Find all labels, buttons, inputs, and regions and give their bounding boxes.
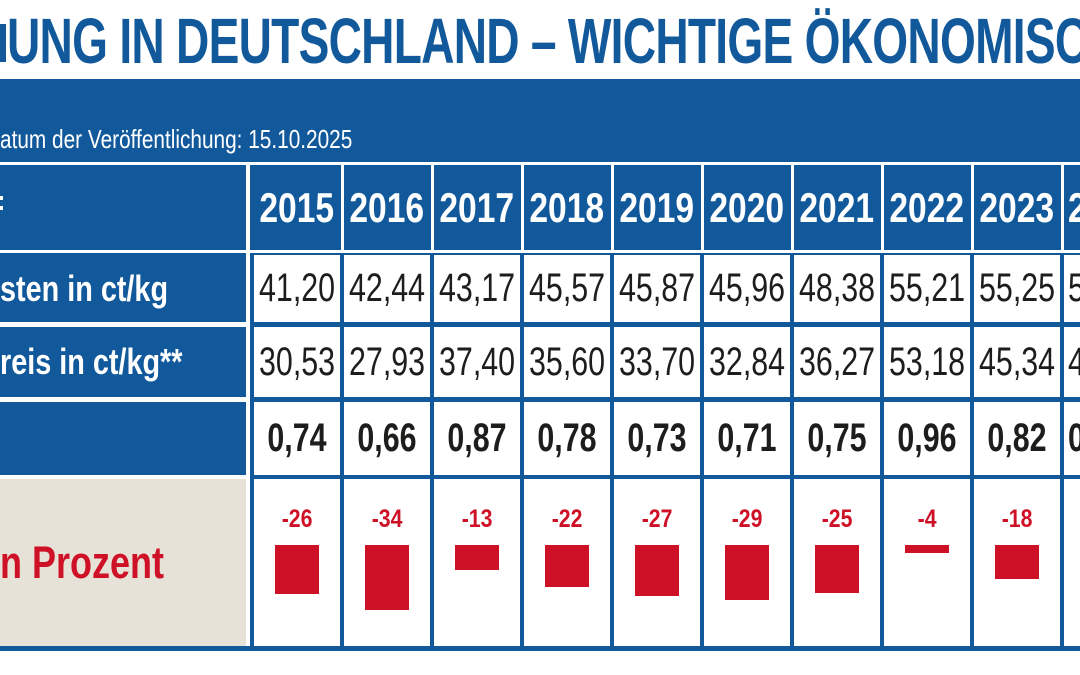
bar-2016 (365, 545, 409, 610)
cost-cell: 41,20 (254, 255, 340, 322)
bar-2015 (275, 545, 319, 594)
year-header-2017: 2017 (439, 183, 515, 231)
clipped-footnote-fragment (0, 196, 3, 200)
year-header-2019: 2019 (619, 183, 695, 231)
header-bottom-divider (0, 250, 1080, 253)
ratio-cell: 0,66 (344, 402, 430, 475)
page-title-text: UNG IN DEUTSCHLAND – WICHTIGE ÖKONOMISCH (7, 5, 1080, 77)
year-header-2020: 2020 (709, 183, 785, 231)
label-row-divider (0, 322, 246, 327)
bar-value-label: -25 (821, 505, 853, 533)
header-divider (791, 165, 794, 250)
bar-cell-2020: -29 (704, 479, 790, 646)
label-row-divider (0, 475, 246, 479)
price-cell-clipped: 4 (1064, 327, 1080, 397)
header-divider (611, 165, 614, 250)
bar-value-label: -26 (281, 505, 313, 533)
publication-date: atum der Veröffentlichung: 15.10.2025 (0, 118, 440, 160)
percent-row-label: n Prozent (0, 479, 246, 646)
ratio-row-label (0, 402, 246, 475)
bar-2019 (635, 545, 679, 596)
header-divider (971, 165, 974, 250)
cost-cell: 45,96 (704, 255, 790, 322)
bar-value-label: -13 (461, 505, 493, 533)
bar-2023 (995, 545, 1039, 579)
cost-row-label: sten in ct/kg (0, 267, 169, 309)
header-divider (881, 165, 884, 250)
ratio-cell: 0,78 (524, 402, 610, 475)
cost-cell: 55,21 (884, 255, 970, 322)
bar-value-label: -34 (371, 505, 403, 533)
bar-2021 (815, 545, 859, 593)
year-header-2022: 2022 (889, 183, 965, 231)
page-title: UNG IN DEUTSCHLAND – WICHTIGE ÖKONOMISCH… (7, 2, 1080, 80)
cost-cell: 42,44 (344, 255, 430, 322)
bar-cell-2018: -22 (524, 479, 610, 646)
year-header-2018: 2018 (529, 183, 605, 231)
year-header-2015: 2015 (259, 183, 335, 231)
bar-2018 (545, 545, 589, 587)
header-divider (701, 165, 704, 250)
ratio-cell: 0,74 (254, 402, 340, 475)
price-cell: 30,53 (254, 327, 340, 397)
bar-2022 (905, 545, 949, 553)
bar-2017 (455, 545, 499, 570)
year-header-2016: 2016 (349, 183, 425, 231)
label-column-divider (246, 162, 250, 646)
bar-cell-2016: -34 (344, 479, 430, 646)
bar-cell-clipped (1064, 479, 1080, 646)
ratio-cell: 0,71 (704, 402, 790, 475)
price-cell: 36,27 (794, 327, 880, 397)
bar-cell-2023: -18 (974, 479, 1060, 646)
table-top-divider (0, 162, 1080, 165)
ratio-cell: 0,96 (884, 402, 970, 475)
cost-cell: 45,57 (524, 255, 610, 322)
bar-cell-2021: -25 (794, 479, 880, 646)
cost-cell: 48,38 (794, 255, 880, 322)
header-divider (341, 165, 344, 250)
ratio-cell: 0,75 (794, 402, 880, 475)
header-divider (521, 165, 524, 250)
label-row-divider (0, 397, 246, 402)
bar-value-label: -4 (917, 505, 937, 533)
price-cell: 45,34 (974, 327, 1060, 397)
cost-cell-clipped: 5 (1064, 255, 1080, 322)
cost-cell: 55,25 (974, 255, 1060, 322)
header-divider (431, 165, 434, 250)
price-cell: 53,18 (884, 327, 970, 397)
bar-2020 (725, 545, 769, 600)
bar-value-label: -29 (731, 505, 763, 533)
publication-date-text: atum der Veröffentlichung: 15.10.2025 (0, 124, 353, 154)
price-cell: 27,93 (344, 327, 430, 397)
year-header-2023: 2023 (979, 183, 1055, 231)
ratio-cell: 0,82 (974, 402, 1060, 475)
bar-value-label: -18 (1001, 505, 1033, 533)
year-header-clipped: 2 (1064, 165, 1080, 250)
clipped-footnote-fragment (0, 206, 3, 210)
bar-cell-2017: -13 (434, 479, 520, 646)
price-cell: 33,70 (614, 327, 700, 397)
price-cell: 35,60 (524, 327, 610, 397)
price-cell: 37,40 (434, 327, 520, 397)
bar-cell-2019: -27 (614, 479, 700, 646)
price-cell: 32,84 (704, 327, 790, 397)
cost-cell: 45,87 (614, 255, 700, 322)
bar-cell-2015: -26 (254, 479, 340, 646)
ratio-cell: 0,73 (614, 402, 700, 475)
ratio-cell-clipped: 0 (1064, 402, 1080, 475)
cost-cell: 43,17 (434, 255, 520, 322)
bar-cell-2022: -4 (884, 479, 970, 646)
header-divider (1061, 165, 1064, 250)
price-row-label: reis in ct/kg** (0, 341, 183, 382)
bar-value-label: -27 (641, 505, 673, 533)
title-clipped-letter-fragment (0, 24, 6, 62)
ratio-cell: 0,87 (434, 402, 520, 475)
year-header-2021: 2021 (799, 183, 875, 231)
bar-value-label: -22 (551, 505, 583, 533)
